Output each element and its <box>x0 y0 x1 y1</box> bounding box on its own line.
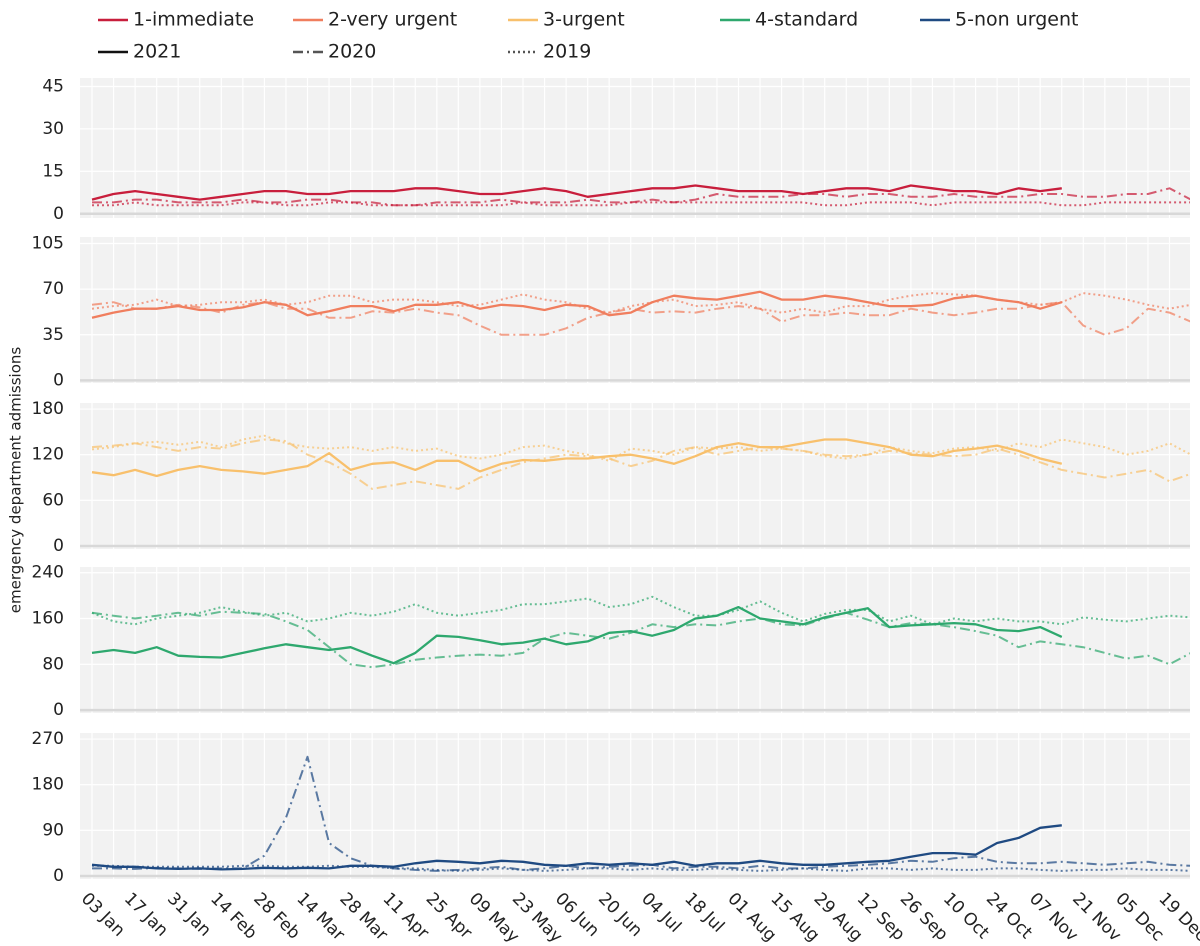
series-group <box>91 290 1190 336</box>
y-tick-label: 45 <box>42 76 64 96</box>
y-tick-label: 35 <box>42 325 64 345</box>
y-tick-label: 240 <box>32 563 64 583</box>
y-tick-label: 0 <box>53 866 64 886</box>
series-group <box>91 755 1190 872</box>
line-2019 <box>91 595 1190 626</box>
line-2021 <box>91 290 1063 319</box>
y-tick-label: 0 <box>53 204 64 224</box>
x-tick-label: 04 Jul <box>637 889 685 937</box>
line-2021 <box>91 824 1062 871</box>
y-tick-label: 30 <box>42 119 64 139</box>
series-group <box>91 434 1190 490</box>
panel-background <box>80 78 1190 218</box>
legend-label: 2020 <box>328 41 376 63</box>
x-tick-label: 25 Apr <box>422 889 476 942</box>
y-tick-label: 270 <box>32 729 64 749</box>
line-2021 <box>91 184 1062 201</box>
y-tick-label: 0 <box>53 700 64 720</box>
y-tick-label: 60 <box>42 490 64 510</box>
line-2021 <box>91 438 1063 478</box>
legend-label: 5-non urgent <box>955 9 1078 31</box>
y-tick-label: 80 <box>42 654 64 674</box>
line-2019 <box>91 292 1190 314</box>
line-2019 <box>91 434 1190 462</box>
y-tick-label: 160 <box>32 609 64 629</box>
x-tick-label: 14 Feb <box>206 889 261 942</box>
legend-label: 2-very urgent <box>328 9 457 31</box>
legend-label: 4-standard <box>755 9 858 31</box>
x-tick-label: 18 Jul <box>680 889 728 937</box>
legend-label: 3-urgent <box>543 9 625 31</box>
line-2020 <box>91 301 1190 336</box>
series-group <box>91 595 1190 669</box>
y-tick-label: 0 <box>53 536 64 556</box>
panel-background <box>80 733 1190 879</box>
legend-label: 2019 <box>543 41 591 63</box>
x-tick-label: 24 Oct <box>982 889 1036 942</box>
legend-label: 1-immediate <box>133 9 254 31</box>
line-2019 <box>92 864 1190 872</box>
x-tick-label: 31 Jan <box>163 889 215 941</box>
y-tick-label: 180 <box>32 399 64 419</box>
series-group <box>91 184 1190 207</box>
y-tick-label: 0 <box>53 370 64 390</box>
y-tick-label: 120 <box>32 445 64 465</box>
y-tick-label: 15 <box>42 161 64 181</box>
line-2020 <box>91 438 1190 490</box>
x-tick-label: 14 Mar <box>292 889 348 942</box>
panel-background <box>80 567 1190 713</box>
y-axis-label: emergency department admissions <box>7 347 25 614</box>
line-2020 <box>92 755 1190 872</box>
x-tick-label: 17 Jan <box>120 889 172 941</box>
y-tick-label: 180 <box>32 775 64 795</box>
x-tick-label: 03 Jan <box>77 889 129 941</box>
x-tick-label: 28 Feb <box>249 889 304 942</box>
y-tick-label: 70 <box>42 279 64 299</box>
line-2020 <box>92 187 1190 207</box>
legend-label: 2021 <box>133 41 181 63</box>
panel-background <box>80 403 1190 549</box>
line-2020 <box>91 610 1190 669</box>
y-tick-label: 90 <box>42 820 64 840</box>
x-tick-label: 20 Jun <box>594 889 646 941</box>
y-tick-label: 105 <box>32 234 64 254</box>
line-2021 <box>91 605 1063 665</box>
line-2019 <box>92 201 1190 207</box>
